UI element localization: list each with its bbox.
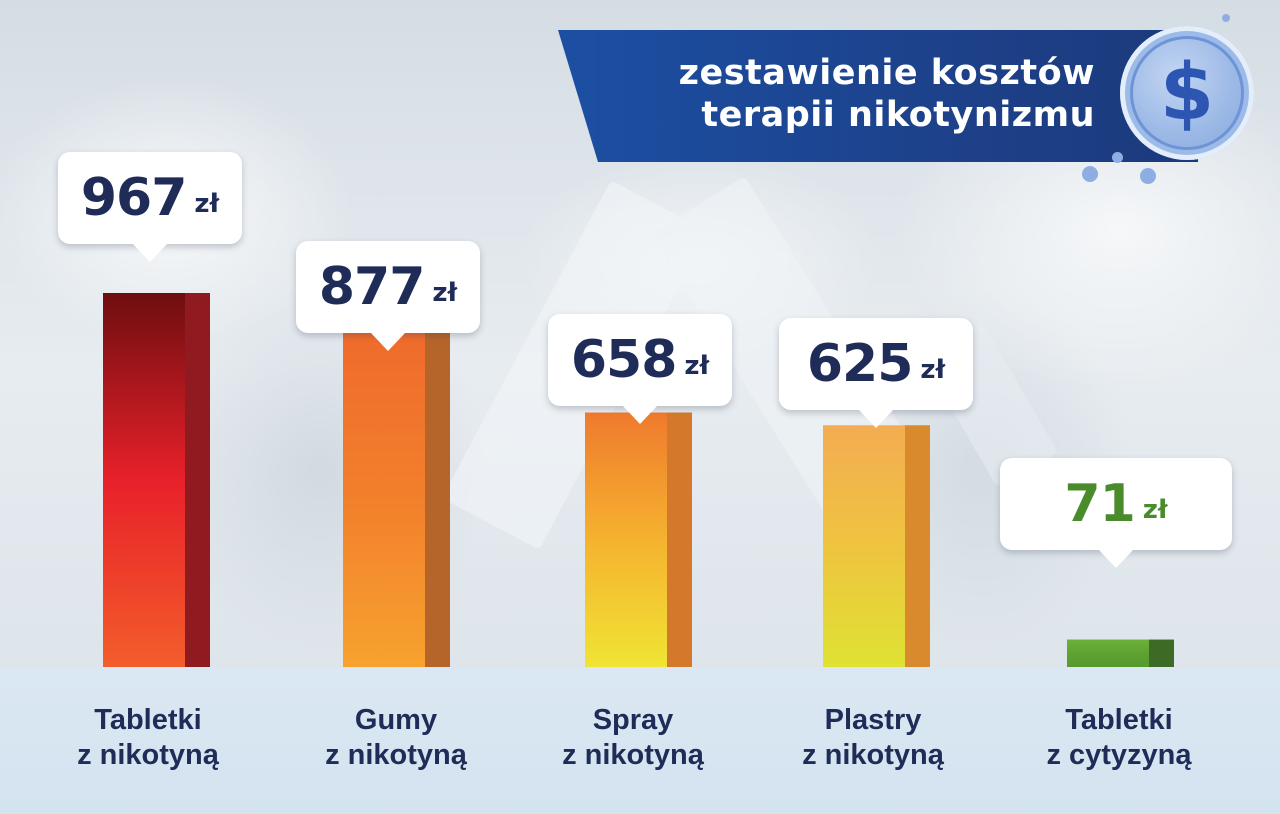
bar-side-gumy-nikotyna [425, 327, 450, 667]
category-label-line2: z nikotyną [77, 739, 219, 771]
bar-side-spray-nikotyna [667, 412, 692, 667]
bar-side-tabletki-nikotyna [185, 293, 210, 667]
value-label-plastry-nikotyna: 625 zł [779, 318, 973, 428]
value-label-tabletki-cytyzyna: 71 zł [1000, 458, 1232, 568]
decor-dot [1082, 166, 1098, 182]
bar-gumy-nikotyna [343, 327, 425, 667]
decor-dot [1112, 152, 1123, 163]
category-label-line2: z nikotyną [562, 739, 704, 771]
category-label-line2: z nikotyną [325, 739, 467, 771]
category-label-line1: Plastry [824, 704, 922, 736]
decor-dot [1140, 168, 1156, 184]
value-unit: zł [194, 189, 220, 219]
value-unit: zł [684, 351, 710, 381]
bar-side-plastry-nikotyna [905, 425, 930, 667]
chart-title-line2: terapii nikotynizmu [701, 95, 1095, 135]
value-label-spray-nikotyna: 658 zł [548, 314, 732, 424]
value-label-tabletki-nikotyna: 967 zł [58, 152, 242, 262]
title-banner [558, 30, 1198, 162]
coin-icon: $ [1120, 26, 1254, 160]
value-number: 877 [318, 257, 426, 317]
category-label-tabletki-cytyzyna: Tabletki z cytyzyną [999, 703, 1239, 773]
value-unit: zł [920, 355, 946, 385]
category-label-line1: Tabletki [1065, 704, 1173, 736]
category-label-line2: z nikotyną [802, 739, 944, 771]
value-number: 658 [570, 330, 678, 390]
category-label-gumy-nikotyna: Gumy z nikotyną [276, 703, 516, 773]
bar-side-tabletki-cytyzyna [1149, 639, 1174, 667]
category-label-line1: Gumy [354, 704, 438, 736]
svg-text:$: $ [1160, 53, 1214, 133]
value-number: 71 [1064, 474, 1135, 534]
bar-plastry-nikotyna [823, 425, 905, 667]
category-label-line1: Spray [592, 704, 674, 736]
decor-dot [1222, 14, 1230, 22]
value-label-gumy-nikotyna: 877 zł [296, 241, 480, 351]
category-label-line1: Tabletki [94, 704, 202, 736]
value-unit: zł [432, 278, 458, 308]
category-label-plastry-nikotyna: Plastry z nikotyną [753, 703, 993, 773]
bar-tabletki-nikotyna [103, 293, 185, 667]
chart-floor [0, 667, 1280, 814]
category-label-tabletki-nikotyna: Tabletki z nikotyną [28, 703, 268, 773]
chart-title-line1: zestawienie kosztów [678, 53, 1095, 93]
bar-spray-nikotyna [585, 412, 667, 667]
dollar-sign-icon: $ [1160, 53, 1214, 133]
value-number: 967 [80, 168, 188, 228]
category-label-spray-nikotyna: Spray z nikotyną [513, 703, 753, 773]
value-number: 625 [806, 334, 914, 394]
category-label-line2: z cytyzyną [1046, 739, 1192, 771]
chart-title: zestawienie kosztów terapii nikotynizmu [600, 52, 1095, 136]
value-unit: zł [1142, 495, 1168, 525]
bar-tabletki-cytyzyna [1067, 639, 1149, 667]
